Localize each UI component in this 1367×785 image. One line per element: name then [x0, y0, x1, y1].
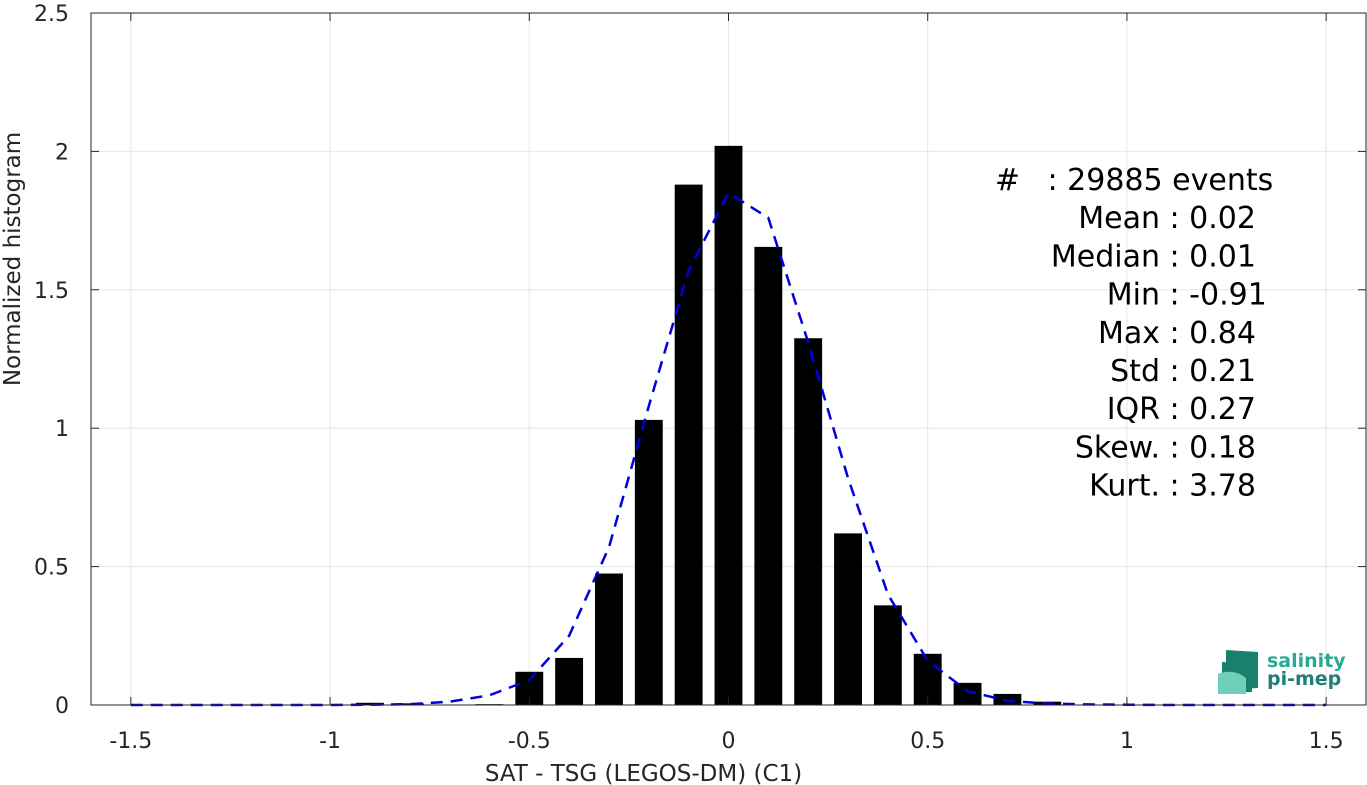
x-tick-label: 0	[722, 729, 736, 754]
histogram-bar	[555, 657, 584, 705]
x-tick-label: 1	[1120, 729, 1134, 754]
tick-labels: -1.5 -1 -0.5 0 0.5 1 1.5 0 0.5 1 1.5 2 2.5	[34, 2, 1344, 754]
x-tick-label: -1.5	[109, 729, 152, 754]
histogram-bar	[714, 145, 743, 705]
x-tick-label: 1.5	[1309, 729, 1344, 754]
histogram-bar	[355, 702, 384, 705]
histogram-bar	[754, 246, 783, 705]
stat-key: Min	[1107, 278, 1160, 313]
stat-value: : -0.91	[1160, 278, 1267, 313]
stat-key: Median	[1051, 239, 1160, 274]
axis-ticks	[91, 12, 1366, 706]
stat-value: : 0.27	[1160, 392, 1256, 427]
stat-line: Std : 0.21	[1110, 354, 1256, 389]
y-tick-label: 1.5	[34, 279, 69, 304]
histogram-bar	[953, 682, 982, 705]
histogram-bar	[834, 533, 862, 705]
stat-key: IQR	[1107, 392, 1160, 427]
y-tick-label: 0.5	[34, 556, 69, 581]
histogram-bar	[634, 419, 663, 705]
stat-value: : 0.02	[1160, 201, 1256, 236]
salinity-pi-mep-logo: salinity pi-mep	[1218, 650, 1346, 694]
x-tick-label: 0.5	[910, 729, 945, 754]
histogram-bar	[674, 184, 703, 706]
stat-key: Max	[1098, 316, 1160, 351]
histogram-bar	[595, 573, 623, 705]
stat-line: Skew. : 0.18	[1075, 430, 1256, 465]
stat-key: #	[995, 163, 1020, 198]
histogram-bar	[913, 653, 942, 705]
stat-key: Kurt.	[1089, 469, 1160, 504]
stat-value: : 0.84	[1160, 316, 1256, 351]
stat-key: Mean	[1078, 201, 1160, 236]
y-tick-label: 1	[55, 417, 69, 442]
logo-line2: pi-mep	[1267, 668, 1341, 690]
stat-key: Skew.	[1075, 430, 1160, 465]
logo-mark-icon	[1218, 650, 1258, 694]
y-tick-label: 2	[55, 140, 69, 165]
x-tick-label: -0.5	[508, 729, 551, 754]
histogram-bar	[873, 605, 902, 705]
stat-value: : 0.21	[1160, 354, 1256, 389]
stat-line: Median : 0.01	[1051, 239, 1256, 274]
stat-line: Min : -0.91	[1107, 278, 1267, 313]
histogram-bar	[395, 703, 424, 705]
x-axis-label: SAT - TSG (LEGOS-DM) (C1)	[485, 761, 802, 785]
histogram-bars	[355, 145, 1062, 706]
stat-value: : 0.01	[1160, 239, 1256, 274]
stat-line: Max : 0.84	[1098, 316, 1256, 351]
histogram-bar	[993, 693, 1022, 705]
x-tick-label: -1	[319, 729, 341, 754]
histogram-bar	[794, 338, 823, 705]
y-tick-label: 0	[55, 694, 69, 719]
stat-line: IQR : 0.27	[1107, 392, 1256, 427]
stat-line: Kurt. : 3.78	[1089, 469, 1256, 504]
y-axis-label: Normalized histogram	[0, 132, 26, 386]
stat-key: Std	[1110, 354, 1160, 389]
y-tick-label: 2.5	[34, 2, 69, 27]
stat-value: : 29885 events	[1038, 163, 1273, 198]
stat-line: # : 29885 events	[995, 163, 1273, 198]
stat-line: Mean : 0.02	[1078, 201, 1256, 236]
stat-value: : 3.78	[1160, 469, 1256, 504]
stat-value: : 0.18	[1160, 430, 1256, 465]
logo-line1: salinity	[1267, 650, 1346, 672]
